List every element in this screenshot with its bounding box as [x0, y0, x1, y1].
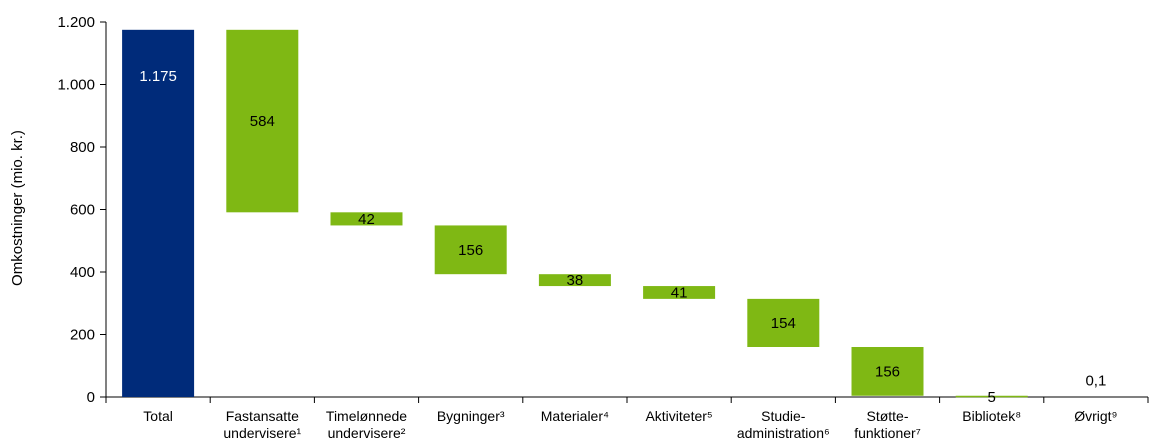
x-tick-label: Støtte-funktioner⁷	[854, 408, 921, 441]
bar	[330, 212, 403, 226]
x-tick-label: Total	[143, 408, 173, 424]
y-axis-title: Omkostninger (mio. kr.)	[9, 130, 26, 286]
bar-value-label: 584	[250, 113, 275, 130]
y-tick-label: 1.000	[57, 77, 95, 94]
y-tick-label: 800	[70, 139, 95, 156]
bar-value-label: 156	[458, 242, 483, 259]
bar-labels: 1.175 584 42 156 38 41 154 156 5 0,1	[139, 68, 1106, 406]
x-tick-label: Fastansatte undervisere¹	[223, 408, 301, 441]
x-tick-labels: Total Fastansatte undervisere¹ Timelønnede u…	[143, 408, 1117, 441]
bar	[226, 29, 299, 213]
bar-value-label: 154	[771, 315, 796, 332]
bar-value-label: 1.175	[139, 68, 177, 85]
bar	[122, 29, 195, 397]
y-tick-label: 1.200	[57, 14, 95, 31]
y-tick-label: 400	[70, 264, 95, 281]
bar-value-label: 156	[875, 363, 900, 380]
bar-value-label: 38	[567, 272, 584, 289]
x-tick-label: Øvrigt⁹	[1074, 408, 1117, 424]
bar	[643, 286, 716, 299]
y-tick-label: 0	[87, 389, 95, 406]
x-tick-label: Bygninger³	[437, 408, 505, 424]
x-tick-label: Studie-administration⁶	[737, 408, 830, 441]
bar-value-label: 42	[358, 211, 375, 228]
x-tick-label: Aktiviteter⁵	[645, 408, 712, 424]
y-tick-label: 600	[70, 202, 95, 219]
y-tick-label: 200	[70, 327, 95, 344]
bar-value-label: 5	[988, 389, 996, 406]
bar	[955, 395, 1028, 398]
bar-value-label: 41	[671, 284, 688, 301]
x-tick-label: Timelønnede undervisere²	[326, 408, 407, 441]
axes: 0 200 400 600 800 1.000 1.200	[57, 14, 1149, 406]
bar	[851, 347, 924, 396]
x-tick-label: Materialer⁴	[541, 408, 609, 424]
bars	[122, 29, 1028, 398]
bar-value-label: 0,1	[1085, 372, 1106, 389]
x-tick-label: Bibliotek⁸	[962, 408, 1021, 424]
bar	[538, 274, 611, 287]
bar	[434, 225, 507, 275]
bar	[747, 298, 820, 347]
